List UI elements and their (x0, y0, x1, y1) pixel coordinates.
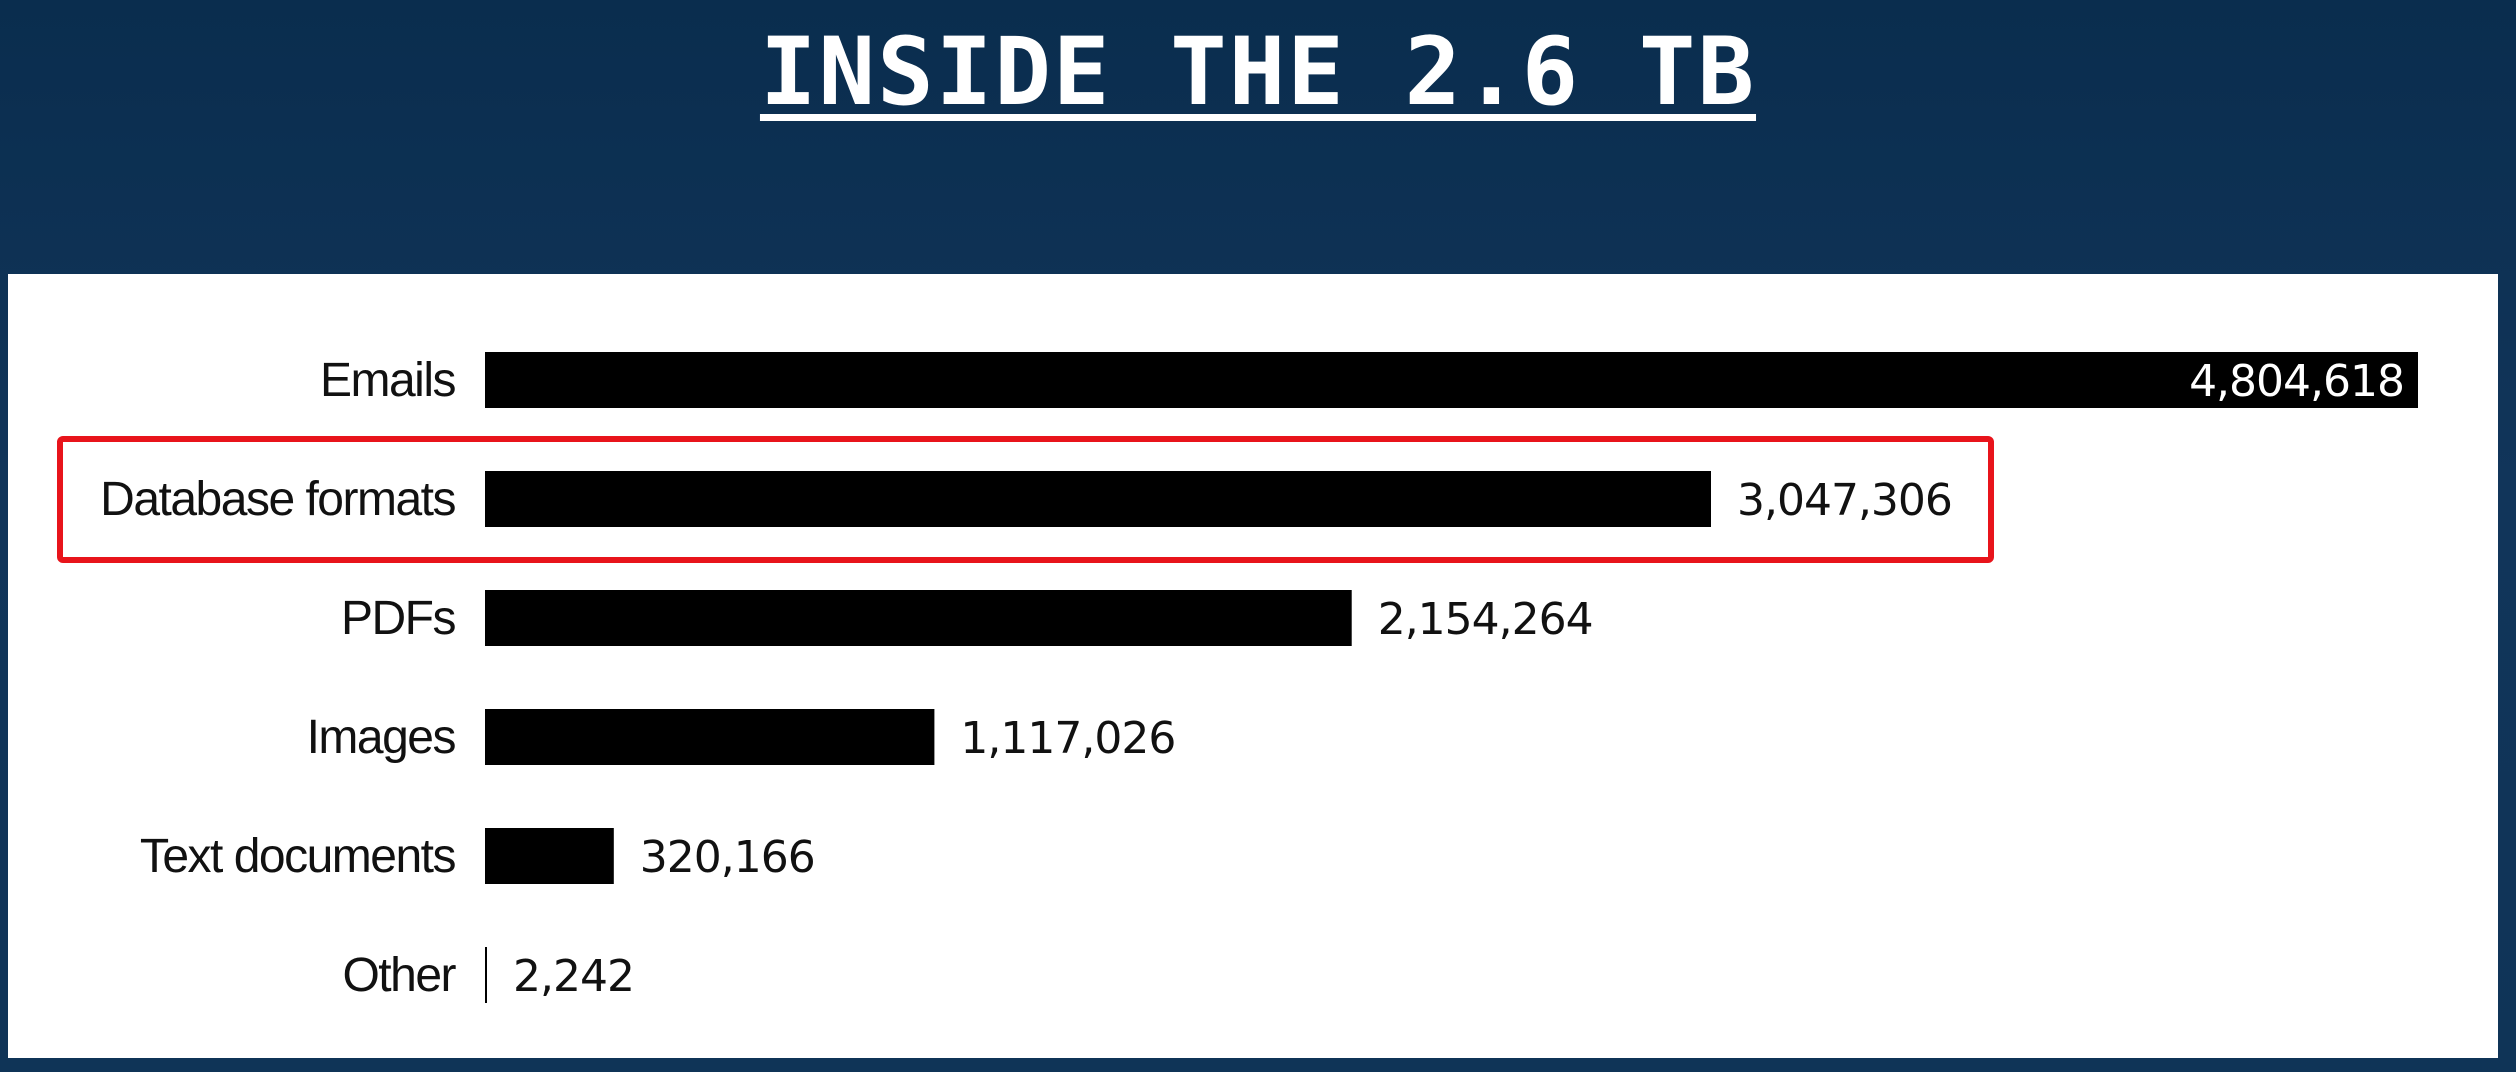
bar-pdfs (485, 590, 1352, 646)
bar-images (485, 709, 935, 765)
category-label-database-formats: Database formats (100, 473, 455, 526)
value-label-images: 1,117,026 (960, 713, 1175, 764)
bar-text-documents (485, 828, 614, 884)
category-label-text-documents: Text documents (140, 830, 456, 883)
bar-other (485, 947, 487, 1003)
bar-chart: Emails 4,804,618 Database formats 3,047,306… (57, 352, 2418, 1003)
value-label-emails: 4,804,618 (2189, 356, 2404, 407)
highlight-box-database-formats (57, 436, 1994, 563)
category-label-emails: Emails (320, 354, 456, 407)
value-label-pdfs: 2,154,264 (1378, 594, 1593, 645)
value-label-other: 2,242 (513, 951, 634, 1002)
page-title: INSIDE THE 2.6 TB (0, 8, 2516, 138)
value-label-text-documents: 320,166 (640, 832, 815, 883)
bar-emails (485, 352, 2418, 408)
category-label-other: Other (342, 949, 456, 1002)
category-label-pdfs: PDFs (341, 592, 456, 645)
chart-panel: Emails 4,804,618 Database formats 3,047,306… (8, 274, 2498, 1058)
bar-database-formats (485, 471, 1711, 527)
value-label-database-formats: 3,047,306 (1737, 475, 1952, 526)
page-title-text: INSIDE THE 2.6 TB (759, 18, 1757, 127)
category-label-images: Images (307, 711, 456, 764)
